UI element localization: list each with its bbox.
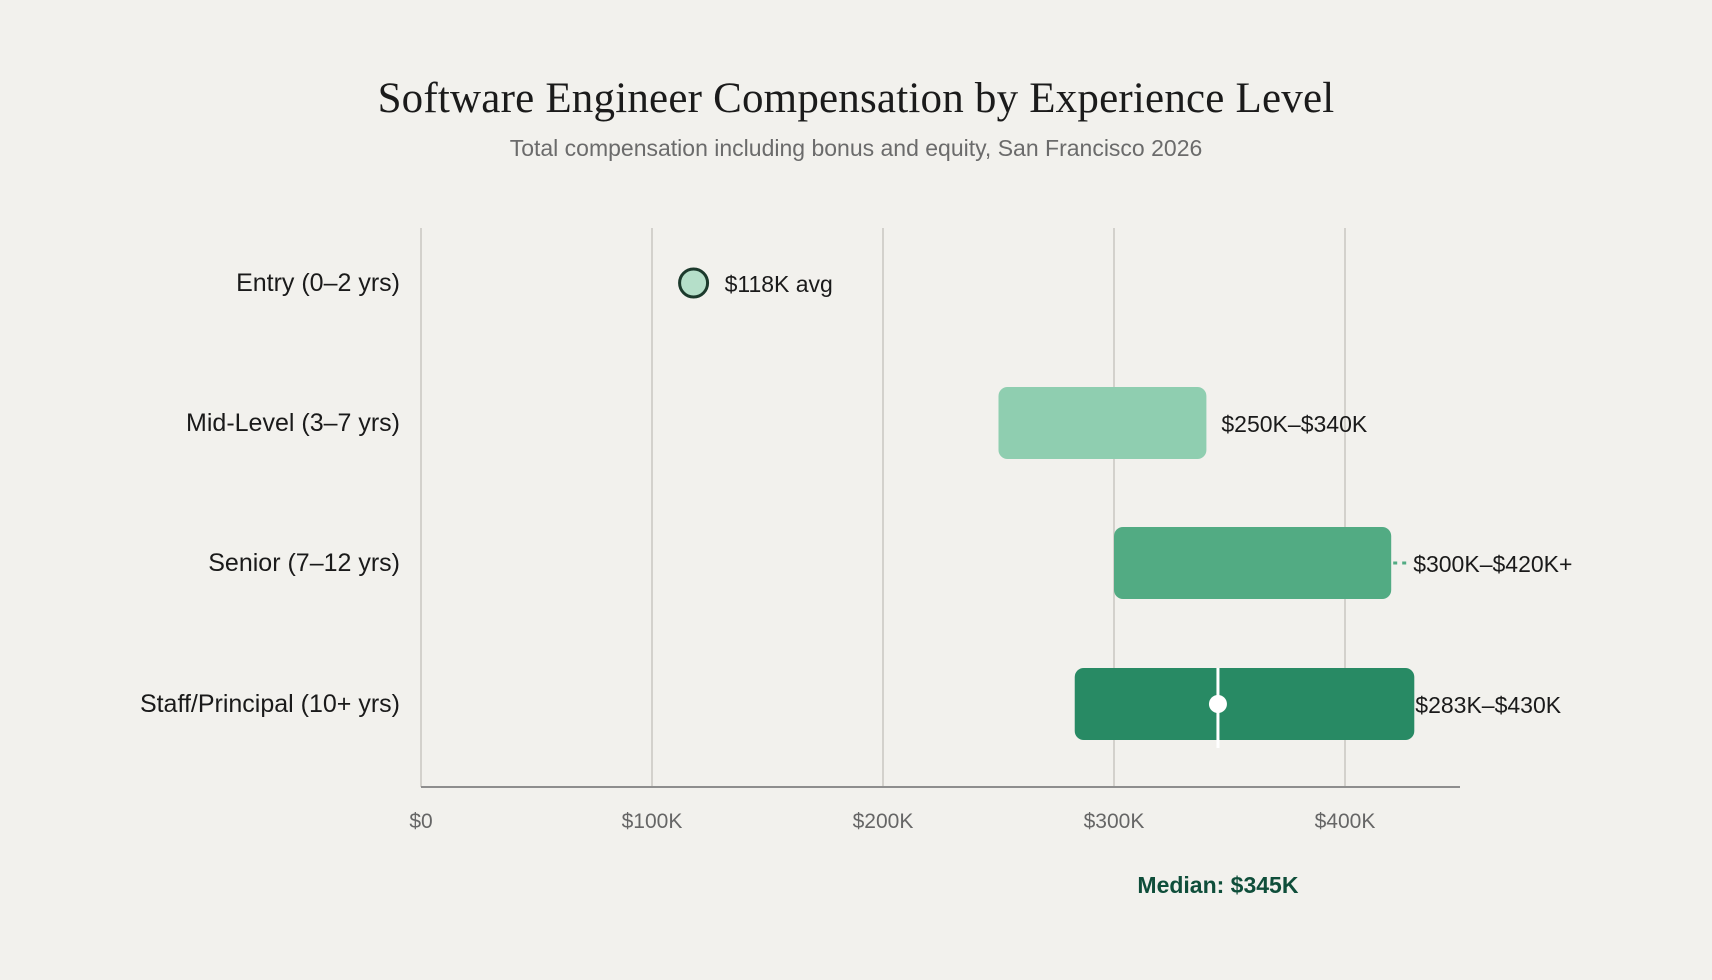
data-marks: $118K avg $250K–$340K $300K–$420K+ $283K–$4… (678, 267, 1572, 748)
data-label: $250K–$340K (1221, 411, 1367, 437)
x-tick-label: $100K (622, 810, 683, 833)
x-tick-label: $0 (409, 810, 432, 833)
category-label: Staff/Principal (10+ yrs) (140, 690, 400, 718)
median-annotation: Median: $345K (1137, 872, 1298, 898)
category-label: Mid-Level (3–7 yrs) (186, 409, 400, 437)
range-bar (1114, 527, 1392, 599)
category-label: Entry (0–2 yrs) (236, 269, 400, 297)
data-label: $300K–$420K+ (1413, 551, 1572, 577)
x-tick-label: $200K (853, 810, 914, 833)
avg-point (678, 267, 710, 299)
chart-subtitle: Total compensation including bonus and e… (509, 135, 1203, 161)
range-bar (998, 387, 1207, 459)
data-label: $283K–$430K (1415, 692, 1561, 718)
annotations: Median: $345K (1137, 872, 1298, 898)
x-tick-label: $300K (1084, 810, 1145, 833)
category-label: Senior (7–12 yrs) (208, 549, 400, 577)
x-axis: $0 $100K $200K $300K $400K (409, 786, 1460, 833)
chart-title: Software Engineer Compensation by Experi… (377, 75, 1335, 122)
category-labels: Entry (0–2 yrs) Mid-Level (3–7 yrs) Senior… (140, 269, 400, 718)
range-bar (1074, 668, 1415, 740)
data-label: $118K avg (725, 271, 833, 297)
x-tick-label: $400K (1315, 810, 1376, 833)
median-dot (1208, 695, 1227, 713)
